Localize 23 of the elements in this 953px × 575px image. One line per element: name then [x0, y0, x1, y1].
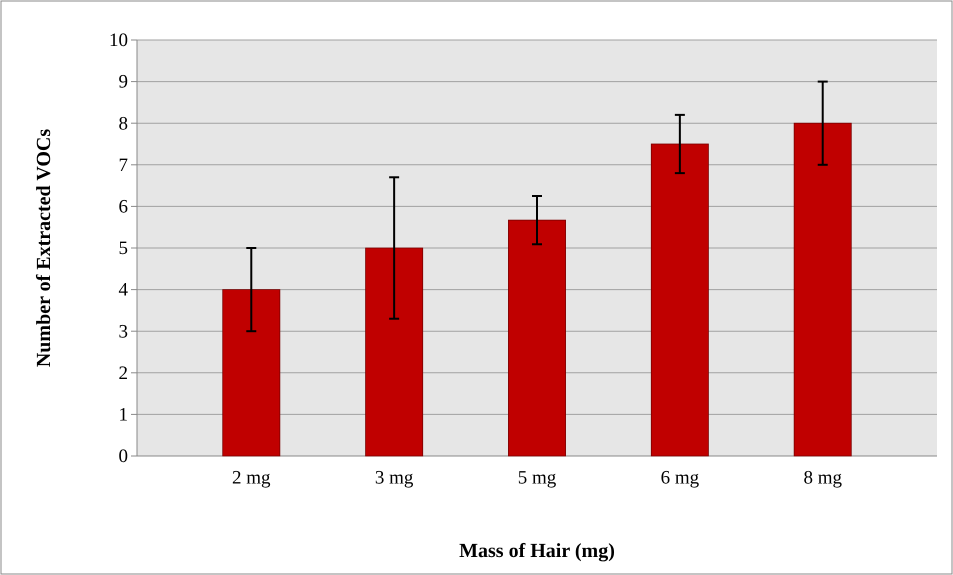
- bar: [650, 144, 709, 456]
- y-tick-label: 9: [118, 72, 128, 93]
- y-tick-label: 4: [118, 280, 128, 301]
- y-tick-label: 2: [118, 362, 128, 384]
- y-tick-label: 0: [118, 446, 128, 468]
- bar: [508, 220, 566, 456]
- x-tick-label: 6 mg: [660, 467, 700, 488]
- x-tick-label: 5 mg: [518, 467, 557, 488]
- y-tick-label: 8: [118, 113, 128, 134]
- x-tick-label: 2 mg: [232, 467, 272, 488]
- y-tick-label: 1: [118, 404, 128, 426]
- y-tick-label: 10: [109, 30, 128, 52]
- y-tick-label: 3: [118, 321, 128, 342]
- bar: [794, 122, 852, 456]
- bar: [365, 248, 424, 456]
- x-axis-title: Mass of Hair (mg): [459, 540, 615, 562]
- y-tick-label: 6: [118, 196, 128, 218]
- y-tick-label: 7: [118, 154, 128, 176]
- y-axis-title: Number of Extracted VOCs: [33, 128, 55, 368]
- y-tick-label: 5: [118, 238, 128, 260]
- bar: [222, 289, 280, 456]
- x-tick-label: 8 mg: [803, 467, 842, 488]
- x-tick-label: 3 mg: [374, 467, 414, 488]
